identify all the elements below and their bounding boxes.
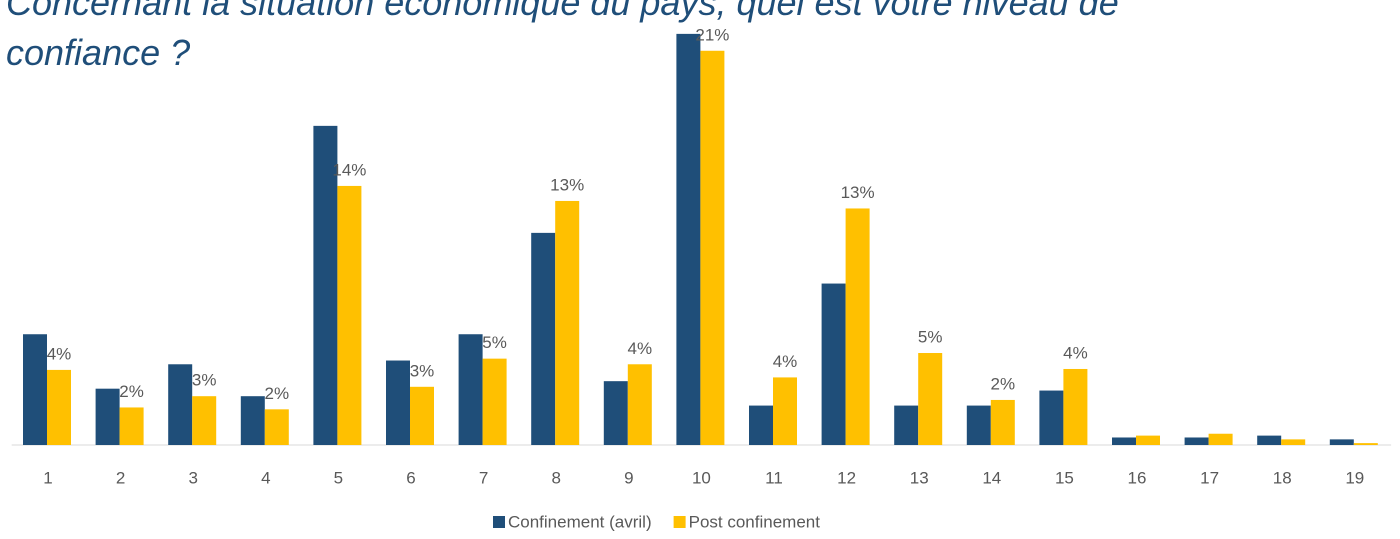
x-tick-label: 9 <box>624 468 633 487</box>
bar <box>1136 435 1160 445</box>
bar <box>240 396 265 445</box>
data-label: 14% <box>332 160 366 179</box>
x-tick-label: 15 <box>1055 468 1074 487</box>
bar <box>555 200 580 445</box>
bar <box>821 283 846 445</box>
bar <box>168 364 193 445</box>
bar <box>47 369 71 445</box>
x-tick-label: 6 <box>406 468 415 487</box>
bar <box>337 185 362 445</box>
x-tick-label: 7 <box>479 468 488 487</box>
data-label: 13% <box>841 183 875 202</box>
bar <box>119 407 144 445</box>
data-label: 4% <box>47 344 72 363</box>
legend-label: Post confinement <box>689 512 821 531</box>
bar <box>1208 433 1233 445</box>
bar <box>1184 437 1209 445</box>
data-label: 5% <box>482 333 507 352</box>
bar <box>700 50 725 445</box>
bar <box>1039 390 1064 445</box>
x-tick-label: 10 <box>692 468 711 487</box>
x-tick-label: 16 <box>1128 468 1147 487</box>
data-label: 4% <box>1063 343 1088 362</box>
bar <box>894 405 919 445</box>
x-tick-label: 19 <box>1345 468 1364 487</box>
bar <box>410 386 434 445</box>
data-label: 4% <box>773 352 798 371</box>
bar <box>313 125 338 445</box>
bar <box>264 409 289 445</box>
bar <box>918 353 943 445</box>
data-label: 5% <box>918 327 943 346</box>
bar <box>1257 435 1282 445</box>
bar <box>386 360 410 445</box>
bar <box>192 396 217 445</box>
bar <box>676 33 701 446</box>
chart-title: Concernant la situation économique du pa… <box>6 0 1119 73</box>
x-tick-label: 1 <box>43 468 52 487</box>
data-label: 2% <box>265 384 290 403</box>
bar <box>990 399 1015 445</box>
data-label: 4% <box>628 339 653 358</box>
data-label: 3% <box>192 371 217 390</box>
bar <box>482 358 507 445</box>
bar <box>1353 443 1378 445</box>
data-label: 2% <box>119 382 144 401</box>
legend-swatch <box>673 516 686 528</box>
bar <box>1112 437 1136 445</box>
x-tick-label: 5 <box>334 468 343 487</box>
x-tick-label: 11 <box>765 468 783 487</box>
x-tick-label: 12 <box>837 468 856 487</box>
x-tick-label: 14 <box>982 468 1001 487</box>
data-label: 3% <box>410 361 435 380</box>
bar <box>531 232 556 445</box>
data-label: 13% <box>550 175 584 194</box>
legend-label: Confinement (avril) <box>508 512 652 531</box>
bar <box>749 405 773 445</box>
bar <box>1281 439 1306 445</box>
bar <box>458 334 483 445</box>
bar <box>95 388 120 445</box>
bar <box>773 377 797 445</box>
bar <box>603 381 628 445</box>
x-tick-label: 3 <box>188 468 197 487</box>
x-tick-label: 17 <box>1200 468 1219 487</box>
legend-swatch <box>493 516 505 528</box>
bar <box>627 364 652 445</box>
data-label: 2% <box>991 374 1016 393</box>
x-tick-label: 4 <box>261 468 270 487</box>
x-tick-label: 8 <box>551 468 560 487</box>
data-label: 21% <box>695 25 729 44</box>
x-tick-label: 2 <box>116 468 125 487</box>
bar <box>966 405 991 445</box>
x-tick-label: 18 <box>1273 468 1292 487</box>
bar <box>23 334 47 445</box>
x-tick-label: 13 <box>910 468 929 487</box>
bar <box>845 208 870 445</box>
bar <box>1329 439 1354 445</box>
bar <box>1063 368 1088 445</box>
